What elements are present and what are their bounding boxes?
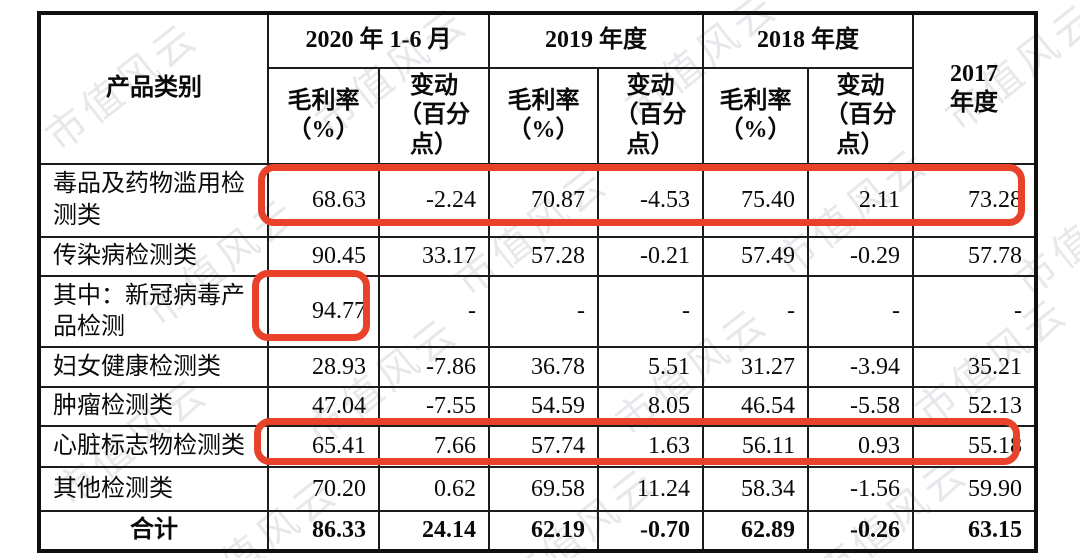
value-cell: 63.15 — [912, 510, 1037, 553]
table-row-womens-health-testing: 妇女健康检测类 28.93 -7.86 36.78 5.51 31.27 -3.… — [38, 346, 1037, 389]
value-cell: - — [807, 275, 914, 349]
value-cell: 70.20 — [267, 466, 380, 513]
value-cell: 59.90 — [912, 466, 1037, 513]
value-cell: 7.66 — [378, 425, 490, 469]
value-cell: -0.70 — [597, 510, 704, 553]
value-cell: 56.11 — [702, 425, 809, 469]
table-row-infectious-disease-testing: 传染病检测类 90.45 33.17 57.28 -0.21 57.49 -0.… — [38, 235, 1037, 278]
value-cell: -0.21 — [597, 235, 704, 278]
value-cell: -0.26 — [807, 510, 914, 553]
value-cell: 57.78 — [912, 235, 1037, 278]
col-header-2017: 2017 年度 — [912, 12, 1037, 165]
value-cell: 28.93 — [267, 346, 380, 389]
value-cell: 35.21 — [912, 346, 1037, 389]
product-category-cell: 其中：新冠病毒产品检测 — [38, 275, 269, 349]
value-cell: 70.87 — [488, 163, 599, 238]
header-row-metrics: 毛利率 （%） 变动 （百分 点） 毛利率 （%） 变动 （百分 点） 毛利率 … — [39, 67, 1036, 165]
header-row-periods: 产品类别 2020 年 1-6 月 2019 年度 2018 年度 2017 年… — [38, 12, 1037, 165]
table-row-tumor-testing: 肿瘤检测类 47.04 -7.55 54.59 8.05 46.54 -5.58… — [38, 386, 1037, 428]
value-cell: -5.58 — [807, 386, 914, 428]
col-header-gross-margin: 毛利率 （%） — [702, 67, 809, 165]
value-cell: -0.29 — [807, 235, 914, 278]
value-cell: -2.24 — [378, 163, 490, 238]
value-cell: 54.59 — [488, 386, 599, 428]
product-category-cell: 心脏标志物检测类 — [38, 425, 269, 469]
value-cell: 65.41 — [267, 425, 380, 469]
table-row-other-testing: 其他检测类 70.20 0.62 69.58 11.24 58.34 -1.56… — [38, 466, 1037, 513]
value-cell: 46.54 — [702, 386, 809, 428]
col-header-gross-margin: 毛利率 （%） — [488, 67, 599, 165]
value-cell: 69.58 — [488, 466, 599, 513]
value-cell: 68.63 — [267, 163, 380, 238]
value-cell: - — [912, 275, 1037, 349]
value-cell: 1.63 — [597, 425, 704, 469]
gross-margin-table: 产品类别 2020 年 1-6 月 2019 年度 2018 年度 2017 年… — [37, 11, 1038, 554]
value-cell: 57.74 — [488, 425, 599, 469]
table-row-drug-abuse-testing: 毒品及药物滥用检测类 68.63 -2.24 70.87 -4.53 75.40… — [38, 163, 1037, 238]
table-row-cardiac-marker-testing: 心脏标志物检测类 65.41 7.66 57.74 1.63 56.11 0.9… — [38, 425, 1037, 469]
product-category-cell: 毒品及药物滥用检测类 — [38, 163, 269, 238]
value-cell: 57.28 — [488, 235, 599, 278]
col-header-2018: 2018 年度 — [702, 12, 914, 69]
value-cell: 52.13 — [912, 386, 1037, 428]
value-cell: 86.33 — [267, 510, 380, 553]
value-cell: 90.45 — [267, 235, 380, 278]
table-row-covid-product-testing: 其中：新冠病毒产品检测 94.77 - - - - - - — [38, 275, 1037, 349]
value-cell: 2.11 — [807, 163, 914, 238]
col-header-change: 变动 （百分 点） — [807, 67, 914, 165]
value-cell: - — [597, 275, 704, 349]
col-header-product-category: 产品类别 — [38, 12, 269, 165]
col-header-2020h1: 2020 年 1-6 月 — [267, 12, 490, 69]
value-cell: 11.24 — [597, 466, 704, 513]
value-cell: 0.93 — [807, 425, 914, 469]
value-cell: 58.34 — [702, 466, 809, 513]
value-cell: - — [488, 275, 599, 349]
value-cell: 31.27 — [702, 346, 809, 389]
value-cell: -1.56 — [807, 466, 914, 513]
value-cell: 57.49 — [702, 235, 809, 278]
value-cell: 0.62 — [378, 466, 490, 513]
value-cell: 24.14 — [378, 510, 490, 553]
value-cell: 73.28 — [912, 163, 1037, 238]
value-cell: 75.40 — [702, 163, 809, 238]
value-cell: 5.51 — [597, 346, 704, 389]
col-header-2019: 2019 年度 — [488, 12, 704, 69]
value-cell: -7.55 — [378, 386, 490, 428]
product-category-cell: 肿瘤检测类 — [38, 386, 269, 428]
value-cell: -4.53 — [597, 163, 704, 238]
value-cell: - — [378, 275, 490, 349]
value-cell: 94.77 — [267, 275, 380, 349]
product-category-cell: 传染病检测类 — [38, 235, 269, 278]
value-cell: 62.19 — [488, 510, 599, 553]
value-cell: 36.78 — [488, 346, 599, 389]
product-category-cell: 合计 — [38, 510, 269, 553]
col-header-gross-margin: 毛利率 （%） — [267, 67, 380, 165]
value-cell: 62.89 — [702, 510, 809, 553]
value-cell: 8.05 — [597, 386, 704, 428]
product-category-cell: 妇女健康检测类 — [38, 346, 269, 389]
value-cell: 47.04 — [267, 386, 380, 428]
value-cell: 33.17 — [378, 235, 490, 278]
col-header-change: 变动 （百分 点） — [378, 67, 490, 165]
value-cell: 55.18 — [912, 425, 1037, 469]
table-row-total: 合计 86.33 24.14 62.19 -0.70 62.89 -0.26 6… — [38, 510, 1037, 553]
value-cell: - — [702, 275, 809, 349]
value-cell: -3.94 — [807, 346, 914, 389]
product-category-cell: 其他检测类 — [38, 466, 269, 513]
col-header-change: 变动 （百分 点） — [597, 67, 704, 165]
value-cell: -7.86 — [378, 346, 490, 389]
